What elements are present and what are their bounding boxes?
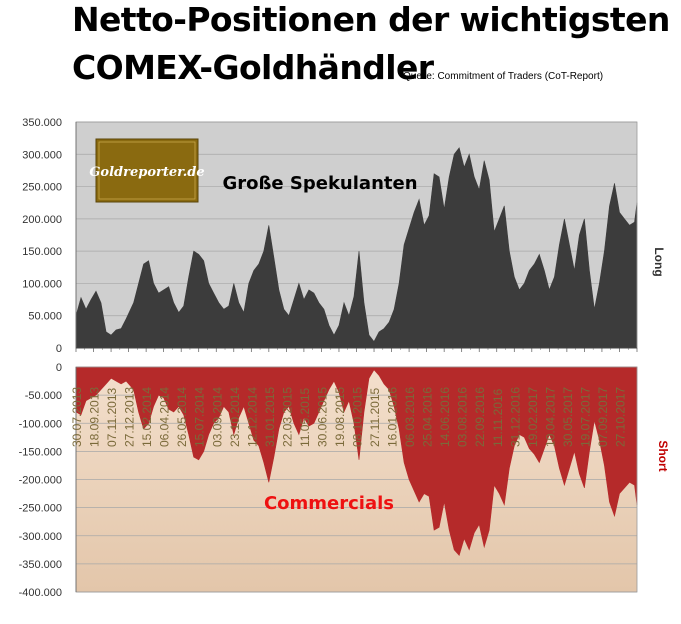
x-tick-label: 19.02.2017 xyxy=(526,387,540,447)
x-tick-label: 26.05.2014 xyxy=(175,387,189,447)
logo-text: Goldreporter.de xyxy=(89,165,204,180)
long-side-label: Long xyxy=(652,247,666,276)
x-tick-label: 03.08.2016 xyxy=(456,387,470,447)
y-tick-label: 0 xyxy=(56,362,62,374)
y-tick-label: 300.000 xyxy=(22,149,62,161)
y-tick-label: -250.000 xyxy=(19,503,62,515)
x-tick-label: 08.10.2015 xyxy=(351,387,365,447)
x-tick-label: 03.09.2014 xyxy=(210,387,224,447)
x-tick-label: 30.05.2017 xyxy=(561,387,575,447)
x-tick-label: 11.11.2016 xyxy=(491,388,505,447)
logo-background xyxy=(95,138,199,203)
x-tick-label: 11.05.2015 xyxy=(298,388,312,447)
x-tick-label: 19.07.2017 xyxy=(578,387,592,447)
x-tick-label: 27.12.2013 xyxy=(123,387,137,447)
x-tick-label: 18.09.2013 xyxy=(88,387,102,447)
x-tick-label: 30.06.2015 xyxy=(315,387,329,447)
long-series-label: Große Spekulanten xyxy=(222,173,417,194)
y-tick-label: -150.000 xyxy=(19,446,62,458)
y-tick-label: -200.000 xyxy=(19,475,62,487)
x-tick-label: 27.11.2015 xyxy=(368,388,382,447)
area-gro-e-spekulanten xyxy=(75,147,638,349)
y-tick-label: 250.000 xyxy=(22,182,62,194)
source-note: Quelle: Commitment of Traders (CoT-Repor… xyxy=(403,71,604,82)
x-tick-label: 31.12.2016 xyxy=(508,387,522,447)
y-tick-label: 100.000 xyxy=(22,278,62,290)
x-tick-label: 15.07.2014 xyxy=(193,387,207,447)
x-tick-label: 23.10.2014 xyxy=(228,387,242,447)
y-tick-label: -50.000 xyxy=(25,390,62,402)
y-tick-label: -350.000 xyxy=(19,559,62,571)
x-tick-label: 22.03.2015 xyxy=(280,387,294,447)
x-tick-label: 25.04.2016 xyxy=(421,387,435,447)
x-tick-label: 14.06.2016 xyxy=(438,387,452,447)
y-tick-label: 350.000 xyxy=(22,117,62,129)
area-commercials xyxy=(75,366,638,557)
x-tick-label: 19.08.2015 xyxy=(333,387,347,447)
x-tick-label: 15.02.2014 xyxy=(140,387,154,447)
x-tick-label: 30.07.2013 xyxy=(70,387,84,447)
short-panel: 0 -50.000 -100.000 -150.000 -200.000 -250.000… xyxy=(19,362,638,599)
chart-title-line2: COMEX-Goldhändler xyxy=(72,48,434,87)
logo-border xyxy=(98,141,196,200)
x-tick-label: 07.11.2013 xyxy=(105,388,119,447)
x-tick-label: 12.12.2014 xyxy=(245,387,259,447)
x-tick-label: 22.09.2016 xyxy=(473,387,487,447)
y-tick-label: -400.000 xyxy=(19,587,62,599)
short-series-label: Commercials xyxy=(264,493,394,514)
short-side-label: Short xyxy=(656,440,670,471)
y-tick-label: 150.000 xyxy=(22,246,62,258)
y-tick-label: -100.000 xyxy=(19,418,62,430)
chart-title-line1: Netto-Positionen der wichtigsten xyxy=(72,0,670,39)
x-tick-label: 06.03.2016 xyxy=(403,387,417,447)
y-tick-label: 50.000 xyxy=(28,311,62,323)
x-tick-label: 10.04.2017 xyxy=(543,387,557,447)
x-tick-label: 27.10.2017 xyxy=(614,387,628,447)
goldreporter-logo: Goldreporter.de xyxy=(89,138,205,203)
y-tick-label: -300.000 xyxy=(19,531,62,543)
y-tick-label: 200.000 xyxy=(22,214,62,226)
x-tick-label: 06.04.2014 xyxy=(158,387,172,447)
y-tick-label: 0 xyxy=(56,343,62,355)
x-tick-label: 16.01.2016 xyxy=(386,387,400,447)
x-tick-label: 31.01.2015 xyxy=(263,387,277,447)
x-tick-label: 07.09.2017 xyxy=(596,387,610,447)
